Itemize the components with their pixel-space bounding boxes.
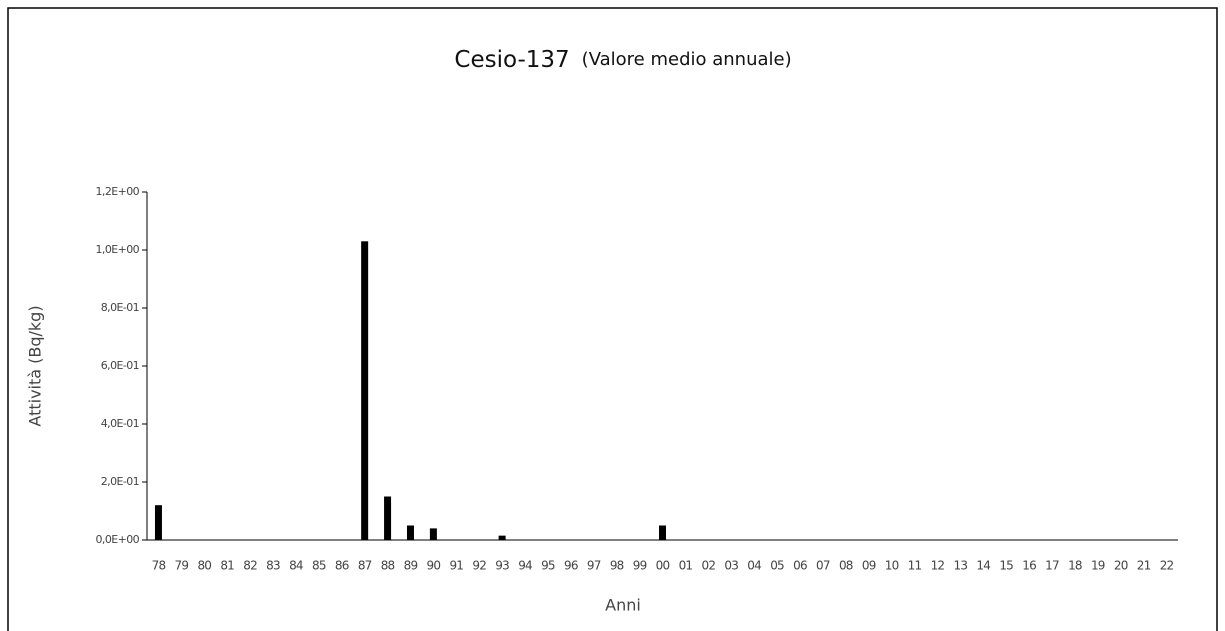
x-axis-label: Anni bbox=[605, 596, 641, 615]
x-tick-label: 17 bbox=[1045, 559, 1059, 573]
bar bbox=[659, 525, 666, 540]
y-tick-label: 4,0E-01 bbox=[101, 417, 139, 430]
chart-frame bbox=[7, 7, 1218, 631]
y-tick-label: 1,0E+00 bbox=[96, 243, 140, 256]
x-tick-label: 22 bbox=[1160, 559, 1174, 573]
y-axis-label: Attività (Bq/kg) bbox=[26, 305, 45, 426]
x-tick-label: 08 bbox=[839, 559, 853, 573]
x-tick-label: 01 bbox=[679, 559, 693, 573]
bar bbox=[406, 525, 414, 540]
x-tick-label: 87 bbox=[358, 559, 372, 573]
x-tick-label: 92 bbox=[472, 559, 486, 573]
x-tick-label: 09 bbox=[862, 559, 876, 573]
x-tick-label: 86 bbox=[335, 559, 349, 573]
bar bbox=[154, 505, 162, 540]
x-tick-label: 99 bbox=[633, 559, 647, 573]
y-tick-label: 6,0E-01 bbox=[101, 359, 139, 372]
x-tick-label: 94 bbox=[518, 559, 532, 573]
x-tick-label: 12 bbox=[931, 559, 945, 573]
x-tick-label: 80 bbox=[197, 559, 211, 573]
x-tick-label: 93 bbox=[495, 559, 509, 573]
chart-subtitle: (Valore medio annuale) bbox=[582, 49, 792, 70]
x-tick-label: 21 bbox=[1137, 559, 1151, 573]
x-tick-label: 91 bbox=[449, 559, 463, 573]
x-tick-label: 82 bbox=[243, 559, 257, 573]
x-tick-label: 10 bbox=[885, 559, 899, 573]
x-tick-label: 89 bbox=[404, 559, 418, 573]
bar bbox=[361, 241, 369, 541]
x-tick-label: 78 bbox=[152, 559, 166, 573]
x-tick-label: 07 bbox=[816, 559, 830, 573]
y-tick-label: 8,0E-01 bbox=[101, 301, 139, 314]
bar bbox=[498, 535, 506, 540]
x-tick-label: 16 bbox=[1022, 559, 1036, 573]
x-tick-label: 11 bbox=[908, 559, 922, 573]
x-tick-label: 02 bbox=[701, 559, 715, 573]
x-tick-label: 06 bbox=[793, 559, 807, 573]
x-tick-label: 15 bbox=[999, 559, 1013, 573]
x-tick-label: 00 bbox=[656, 559, 670, 573]
x-tick-label: 03 bbox=[724, 559, 738, 573]
x-tick-label: 20 bbox=[1114, 559, 1128, 573]
y-tick-label: 2,0E-01 bbox=[101, 475, 139, 488]
bar bbox=[384, 496, 392, 540]
x-tick-label: 98 bbox=[610, 559, 624, 573]
x-tick-label: 95 bbox=[541, 559, 555, 573]
x-tick-label: 04 bbox=[747, 559, 761, 573]
bar bbox=[429, 528, 437, 540]
x-tick-label: 79 bbox=[175, 559, 189, 573]
x-tick-label: 88 bbox=[381, 559, 395, 573]
chart-title: Cesio-137 bbox=[454, 47, 569, 73]
x-tick-label: 13 bbox=[954, 559, 968, 573]
x-tick-label: 18 bbox=[1068, 559, 1082, 573]
chart-title-group: Cesio-137 (Valore medio annuale) bbox=[454, 47, 791, 73]
x-tick-label: 85 bbox=[312, 559, 326, 573]
x-tick-label: 83 bbox=[266, 559, 280, 573]
x-tick-label: 81 bbox=[220, 559, 234, 573]
y-tick-label: 0,0E+00 bbox=[96, 533, 140, 546]
x-tick-label: 90 bbox=[427, 559, 441, 573]
x-tick-label: 97 bbox=[587, 559, 601, 573]
x-tick-label: 96 bbox=[564, 559, 578, 573]
x-tick-label: 19 bbox=[1091, 559, 1105, 573]
x-tick-label: 84 bbox=[289, 559, 303, 573]
y-tick-label: 1,2E+00 bbox=[96, 185, 140, 198]
x-tick-label: 14 bbox=[976, 559, 990, 573]
x-tick-label: 05 bbox=[770, 559, 784, 573]
